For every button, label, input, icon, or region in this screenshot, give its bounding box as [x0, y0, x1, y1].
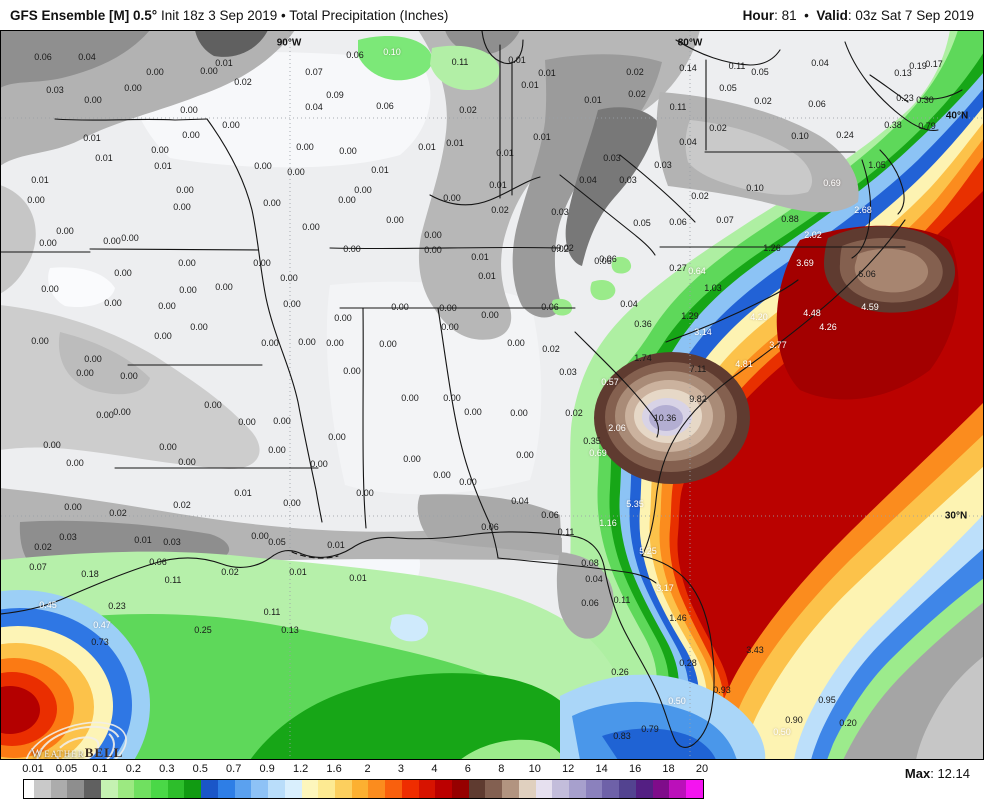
legend-color-segment: [485, 780, 503, 798]
max-value-readout: Max: 12.14: [904, 766, 970, 781]
legend-color-segment: [100, 780, 118, 798]
legend-color-segment: [669, 780, 687, 798]
legend-color-segment: [552, 780, 569, 798]
valid-value: 03z Sat 7 Sep 2019: [855, 7, 974, 23]
color-scale-legend: 0.01 0.05 0.1 0.2 0.3 0.5 0.7 0.9 1.2 1.6 2 3 4 6 8 10 1…: [0, 760, 984, 808]
legend-color-segment: [635, 780, 653, 798]
legend-tick-label: 0.7: [226, 763, 242, 775]
legend-color-segment: [602, 780, 620, 798]
legend-color-segment: [585, 780, 603, 798]
legend-tick-label: 8: [498, 763, 505, 775]
legend-tick-label: 10: [528, 763, 541, 775]
legend-color-segment: [117, 780, 135, 798]
title-bar: GFS Ensemble [M] 0.5° Init 18z 3 Sep 201…: [0, 0, 984, 30]
legend-color-segment: [418, 780, 436, 798]
legend-color-segment: [518, 780, 536, 798]
legend-color-segment: [201, 780, 218, 798]
legend-tick-label: 6: [464, 763, 471, 775]
legend-tick-label: 0.05: [55, 763, 78, 775]
legend-color-segment: [401, 780, 419, 798]
legend-color-segment: [251, 780, 269, 798]
legend-color-segment: [502, 780, 519, 798]
precipitation-map: © 2019 WeatherBELL Analytics, LLC. All r…: [0, 30, 984, 760]
product-subtitle: Init 18z 3 Sep 2019 • Total Precipitatio…: [157, 7, 449, 23]
legend-tick-label: 1.2: [292, 763, 309, 775]
model-name: GFS Ensemble [M] 0.5°: [10, 7, 158, 23]
legend-color-segment: [686, 780, 703, 798]
valid-label: Valid: [816, 7, 848, 23]
legend-tick-label: 14: [595, 763, 608, 775]
legend-color-segment: [134, 780, 152, 798]
graticule-lines: [1, 31, 983, 759]
legend-color-segment: [619, 780, 636, 798]
legend-tick-label: 18: [662, 763, 675, 775]
legend-tick-label: 16: [628, 763, 642, 775]
hour-value: 81: [781, 7, 797, 23]
legend-color-segment: [84, 780, 101, 798]
legend-color-segment: [318, 780, 335, 798]
state-boundaries: [1, 31, 963, 748]
legend-color-segment: [301, 780, 319, 798]
legend-color-segment: [385, 780, 402, 798]
legend-color-segment: [234, 780, 252, 798]
legend-color-segment: [167, 780, 185, 798]
legend-tick-label: 0.9: [259, 763, 275, 775]
legend-color-segment: [368, 780, 386, 798]
legend-color-segment: [468, 780, 486, 798]
legend-color-segment: [268, 780, 285, 798]
legend-color-segment: [67, 780, 85, 798]
legend-tick-labels: 0.01 0.05 0.1 0.2 0.3 0.5 0.7 0.9 1.2 1.6 2 3 4 6 8 10 1…: [0, 763, 984, 777]
legend-color-segment: [334, 780, 352, 798]
valid-time: Hour: 81 • Valid: 03z Sat 7 Sep 2019: [742, 7, 974, 23]
legend-color-segment: [50, 780, 68, 798]
legend-color-segment: [284, 780, 302, 798]
legend-color-segment: [569, 780, 586, 798]
legend-color-segment: [184, 780, 202, 798]
legend-tick-label: 3: [397, 763, 404, 775]
legend-color-segment: [451, 780, 469, 798]
legend-color-segment: [151, 780, 168, 798]
legend-tick-label: 0.3: [159, 763, 175, 775]
legend-color-segment: [652, 780, 670, 798]
legend-color-segment: [217, 780, 235, 798]
legend-tick-label: 0.2: [125, 763, 141, 775]
product-title: GFS Ensemble [M] 0.5° Init 18z 3 Sep 201…: [10, 8, 448, 23]
legend-tick-label: 4: [431, 763, 438, 775]
legend-tick-label: 0.01: [22, 763, 44, 775]
legend-color-segment: [435, 780, 452, 798]
legend-color-segment: [24, 780, 34, 798]
hour-label: Hour: [742, 7, 775, 23]
legend-tick-label: 1.6: [326, 763, 342, 775]
legend-color-segment: [351, 780, 369, 798]
legend-color-bar: [23, 779, 704, 799]
legend-tick-label: 12: [562, 763, 575, 775]
max-label: Max: [904, 766, 931, 781]
legend-tick-label: 2: [364, 763, 371, 775]
map-shading: [1, 31, 983, 759]
legend-color-segment: [535, 780, 553, 798]
legend-color-segment: [34, 780, 51, 798]
max-value: 12.14: [937, 766, 970, 781]
legend-tick-label: 0.1: [92, 763, 108, 775]
legend-tick-label: 20: [695, 763, 709, 775]
legend-tick-label: 0.5: [192, 763, 208, 775]
